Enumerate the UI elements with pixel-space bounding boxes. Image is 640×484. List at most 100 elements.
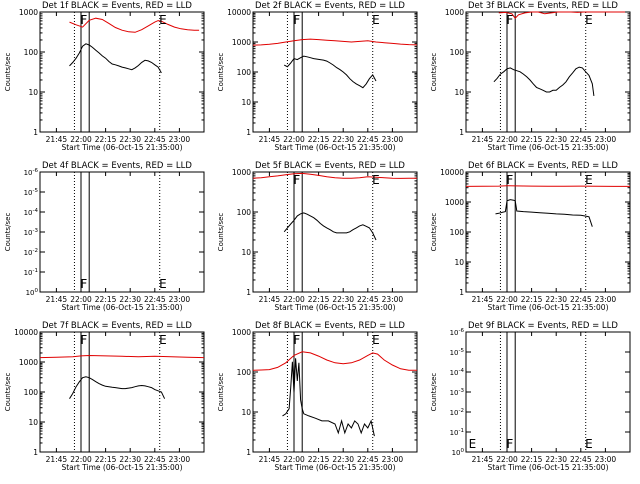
marker-label-e: E <box>159 333 167 347</box>
marker-label-e: E <box>585 437 593 451</box>
x-tick-label: 22:30 <box>545 295 567 304</box>
y-tick-label: 1 <box>33 448 38 457</box>
x-tick-label: 23:00 <box>382 455 404 464</box>
y-axis-label: Counts/sec <box>4 53 12 92</box>
x-tick-label: 22:15 <box>308 135 330 144</box>
x-tick-label: 22:15 <box>308 295 330 304</box>
x-tick-label: 22:30 <box>119 295 141 304</box>
lld-series-line <box>252 38 418 46</box>
x-tick-label: 23:00 <box>169 295 191 304</box>
lld-series-line <box>39 354 205 359</box>
x-tick-label: 22:30 <box>119 135 141 144</box>
y-tick-label: 100 <box>450 48 465 57</box>
y-axis-label: Counts/sec <box>4 373 12 412</box>
panel-title: Det 9f BLACK = Events, RED = LLD <box>468 321 618 331</box>
marker-label-f: F <box>506 13 513 27</box>
y-tick-label: 10-5 <box>450 348 465 357</box>
y-tick-label: 1000 <box>232 168 251 177</box>
x-axis-label: Start Time (06-Oct-15 21:35:00) <box>274 143 395 152</box>
x-tick-label: 22:00 <box>283 455 305 464</box>
events-series-line <box>69 376 166 399</box>
y-tick-label: 100 <box>237 208 252 217</box>
plot-frame <box>252 11 418 133</box>
panel-title: Det 2f BLACK = Events, RED = LLD <box>255 1 405 11</box>
plot-frame <box>465 331 631 453</box>
y-tick-label: 10 <box>241 248 251 257</box>
y-tick-label: 10-6 <box>24 168 39 177</box>
x-tick-label: 23:00 <box>169 135 191 144</box>
events-series-line <box>69 43 162 74</box>
y-tick-label: 1 <box>246 448 251 457</box>
x-tick-label: 22:45 <box>570 135 592 144</box>
y-axis-label: Counts/sec <box>217 53 225 92</box>
y-tick-label: 10-2 <box>450 408 464 417</box>
x-tick-label: 21:45 <box>46 135 68 144</box>
y-tick-label: 10 <box>241 408 251 417</box>
y-tick-label: 10 <box>454 88 464 97</box>
marker-label-e: E <box>469 437 477 451</box>
lld-series-line <box>252 172 417 179</box>
events-series-line <box>283 55 377 89</box>
panel-title: Det 1f BLACK = Events, RED = LLD <box>42 1 192 11</box>
x-tick-label: 22:45 <box>357 135 379 144</box>
x-tick-label: 22:45 <box>144 455 166 464</box>
y-tick-label: 1000 <box>445 198 464 207</box>
x-axis-label: Start Time (06-Oct-15 21:35:00) <box>61 463 182 472</box>
plot-frame <box>252 331 418 453</box>
panel-title: Det 4f BLACK = Events, RED = LLD <box>42 161 192 171</box>
y-tick-label: 10 <box>28 88 38 97</box>
y-tick-label: 1 <box>246 128 251 137</box>
y-tick-label: 100 <box>24 388 39 397</box>
y-tick-label: 1 <box>459 128 464 137</box>
marker-label-e: E <box>585 173 593 187</box>
y-tick-label: 10-5 <box>24 188 39 197</box>
x-tick-label: 21:45 <box>472 455 494 464</box>
y-tick-label: 10 <box>241 98 251 107</box>
x-tick-label: 22:00 <box>70 455 92 464</box>
y-tick-label: 1000 <box>19 8 38 17</box>
x-tick-label: 22:15 <box>521 455 543 464</box>
x-tick-label: 22:30 <box>545 135 567 144</box>
events-series-line <box>282 358 375 437</box>
x-tick-label: 23:00 <box>595 135 617 144</box>
x-tick-label: 22:00 <box>283 295 305 304</box>
y-tick-label: 1 <box>459 288 464 297</box>
y-tick-label: 1 <box>33 128 38 137</box>
marker-label-f: F <box>506 173 513 187</box>
x-tick-label: 23:00 <box>169 455 191 464</box>
y-tick-label: 10-3 <box>450 388 465 397</box>
marker-label-f: F <box>506 437 513 451</box>
x-tick-label: 22:15 <box>308 455 330 464</box>
x-tick-label: 22:45 <box>357 295 379 304</box>
events-series-line <box>493 66 595 96</box>
x-tick-label: 22:00 <box>496 295 518 304</box>
marker-label-e: E <box>159 13 167 27</box>
y-tick-label: 100 <box>26 288 39 297</box>
y-axis-label: Counts/sec <box>4 213 12 252</box>
x-tick-label: 22:45 <box>570 295 592 304</box>
x-axis-label: Start Time (06-Oct-15 21:35:00) <box>61 303 182 312</box>
x-tick-label: 22:00 <box>70 135 92 144</box>
marker-label-e: E <box>159 277 167 291</box>
marker-label-e: E <box>372 173 380 187</box>
x-tick-label: 22:00 <box>70 295 92 304</box>
x-axis-label: Start Time (06-Oct-15 21:35:00) <box>61 143 182 152</box>
y-tick-label: 1 <box>246 288 251 297</box>
x-axis-label: Start Time (06-Oct-15 21:35:00) <box>274 463 395 472</box>
marker-label-f: F <box>80 333 87 347</box>
events-series-line <box>283 212 377 241</box>
marker-label-e: E <box>372 333 380 347</box>
panel-title: Det 7f BLACK = Events, RED = LLD <box>42 321 192 331</box>
y-axis-label: Counts/sec <box>430 53 438 92</box>
x-tick-label: 21:45 <box>259 455 281 464</box>
y-tick-label: 10-4 <box>24 208 39 217</box>
lld-series-line <box>498 11 626 19</box>
x-tick-label: 22:30 <box>545 455 567 464</box>
x-tick-label: 23:00 <box>382 135 404 144</box>
lld-series-line <box>465 185 630 187</box>
marker-label-f: F <box>293 13 300 27</box>
x-tick-label: 22:00 <box>496 455 518 464</box>
